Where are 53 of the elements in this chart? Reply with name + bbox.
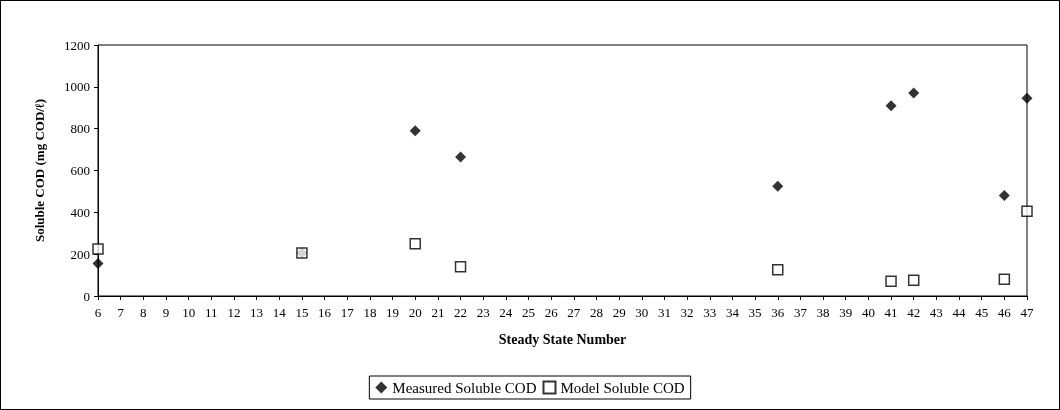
x-tick-label: 42 — [907, 305, 921, 320]
x-axis-title: Steady State Number — [498, 331, 627, 347]
y-axis-title: Soluble COD (mg COD/ℓ) — [32, 98, 47, 243]
x-tick-label: 16 — [318, 305, 332, 320]
x-tick-label: 44 — [952, 305, 967, 320]
y-tick-label: 0 — [83, 288, 90, 304]
x-tick-label: 9 — [162, 305, 170, 320]
x-tick-label: 37 — [793, 305, 808, 320]
x-tick-label: 13 — [250, 305, 264, 320]
x-tick-label: 39 — [839, 305, 853, 320]
y-tick-label: 1000 — [64, 79, 90, 95]
x-tick-label: 45 — [975, 305, 989, 320]
x-tick-label: 23 — [476, 305, 490, 320]
x-tick-label: 33 — [703, 305, 717, 320]
x-tick-label: 47 — [1020, 305, 1034, 320]
x-tick-label: 6 — [94, 305, 102, 320]
x-tick-label: 11 — [205, 305, 218, 320]
x-tick-label: 40 — [861, 305, 875, 320]
x-tick-label: 38 — [816, 305, 830, 320]
y-tick-label: 400 — [70, 204, 90, 220]
x-tick-label: 15 — [295, 305, 309, 320]
x-tick-label: 30 — [635, 305, 649, 320]
y-tick-label: 200 — [70, 246, 90, 262]
x-tick-label: 14 — [272, 305, 287, 320]
x-tick-label: 25 — [522, 305, 536, 320]
x-tick-label: 46 — [997, 305, 1012, 320]
y-tick-label: 800 — [70, 121, 90, 137]
x-tick-label: 36 — [771, 305, 785, 320]
x-tick-label: 22 — [454, 305, 468, 320]
x-tick-label: 18 — [363, 305, 377, 320]
x-tick-label: 29 — [612, 305, 626, 320]
x-tick-label: 7 — [117, 305, 125, 320]
x-tick-label: 32 — [680, 305, 694, 320]
x-tick-label: 12 — [227, 305, 241, 320]
x-tick-label: 24 — [499, 305, 513, 320]
x-tick-label: 21 — [431, 305, 445, 320]
x-tick-label: 19 — [386, 305, 400, 320]
legend-label: Measured Soluble COD — [392, 379, 537, 396]
x-tick-label: 31 — [657, 305, 671, 320]
y-tick-label: 600 — [70, 163, 90, 178]
x-tick-label: 20 — [408, 305, 422, 320]
x-tick-label: 27 — [567, 305, 581, 320]
x-tick-label: 28 — [589, 305, 603, 320]
x-tick-label: 41 — [884, 305, 898, 320]
x-tick-label: 26 — [544, 305, 559, 320]
x-tick-label: 10 — [182, 305, 196, 320]
x-tick-label: 34 — [725, 305, 740, 320]
y-tick-label: 1200 — [64, 37, 90, 53]
legend-label: Model Soluble COD — [560, 379, 685, 396]
x-tick-label: 8 — [140, 305, 147, 320]
x-tick-label: 17 — [340, 305, 355, 320]
x-tick-label: 35 — [748, 305, 762, 320]
x-tick-label: 43 — [929, 305, 943, 320]
